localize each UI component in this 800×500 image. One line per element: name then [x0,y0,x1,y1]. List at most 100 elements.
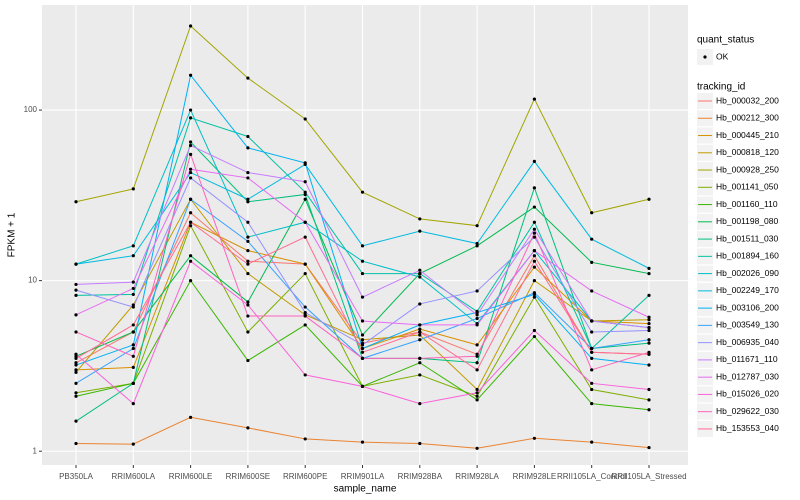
data-point [532,186,537,190]
data-point [418,229,422,233]
data-point [475,343,479,347]
x-tick-label: RRIM901LA [341,472,385,481]
data-point [131,244,135,248]
data-point [590,356,594,360]
data-point [532,248,537,253]
data-point [532,254,537,258]
data-point [74,293,78,297]
data-point [590,260,594,264]
data-point [532,328,537,333]
data-point [418,338,422,342]
data-point [360,319,365,323]
data-point [189,415,193,419]
data-point [74,394,78,398]
data-point [303,220,307,224]
data-point [246,235,250,239]
data-point [303,323,307,327]
data-point [590,237,594,241]
data-point [74,288,78,292]
data-point [475,394,479,398]
legend-label: Hb_002026_090 [716,268,779,278]
data-point [590,350,594,354]
data-point [532,295,537,299]
data-point [647,363,651,367]
data-point [475,387,479,392]
data-point [647,318,651,322]
legend-label: Hb_001160_110 [716,199,778,209]
data-point [131,330,135,334]
data-point [131,365,135,369]
data-point [189,197,193,201]
data-point [131,323,135,327]
data-point [189,224,193,228]
data-point [189,176,193,180]
data-point [131,402,135,406]
legend-label: Hb_001511_030 [716,233,779,243]
data-point [360,338,365,342]
data-point [475,289,479,293]
data-point [74,391,78,395]
x-tick-label: RRIM928LA [455,472,499,481]
legend-label: Hb_001141_050 [716,182,779,192]
data-point [131,292,135,297]
data-point [246,134,250,139]
x-axis-title: sample_name [334,484,397,495]
data-point [74,262,78,266]
data-point [532,227,537,231]
data-point [418,373,422,377]
data-point [418,356,422,360]
data-point [246,300,250,304]
data-point [647,341,651,345]
data-point [418,323,422,327]
data-point [74,313,78,317]
x-tick-label: RRIM928BA [398,472,443,481]
legend-label: Hb_003549_130 [716,320,779,330]
data-point [590,440,594,444]
legend-label: Hb_001894_160 [716,251,779,261]
data-point [74,419,78,423]
data-point [590,211,594,215]
data-point [590,368,594,372]
data-point [418,330,422,334]
data-point [131,381,135,385]
data-point [418,302,422,306]
x-tick-label: RRII105LA_Control [557,472,627,481]
data-point [303,197,307,201]
data-point [189,108,193,112]
data-point [475,310,479,315]
data-point [246,76,250,80]
data-point [532,159,537,164]
data-point [418,275,422,279]
data-point [532,436,537,440]
data-point [532,235,537,239]
data-point [475,323,479,327]
y-tick-label: 1 [33,446,38,455]
data-point [189,73,193,77]
x-tick-label: RRIM600PE [283,472,327,481]
data-point [360,333,365,337]
data-point [303,305,307,309]
data-point [418,217,422,221]
x-tick-label: PB350LA [59,472,93,481]
data-point [475,368,479,372]
data-point [303,180,307,184]
data-point [74,361,78,365]
data-point [360,295,365,299]
data-point [647,326,651,330]
data-point [303,117,307,121]
legend-symbol [703,55,707,59]
data-point [246,200,250,204]
legend-title: tracking_id [697,82,745,93]
data-point [590,330,594,334]
data-point [189,143,193,148]
legend-label: Hb_006935_040 [716,337,779,347]
data-point [647,197,651,201]
data-point [246,239,250,243]
data-point [647,315,651,319]
data-point [303,262,307,266]
data-point [74,441,78,446]
data-point [475,446,479,450]
data-point [418,361,422,365]
